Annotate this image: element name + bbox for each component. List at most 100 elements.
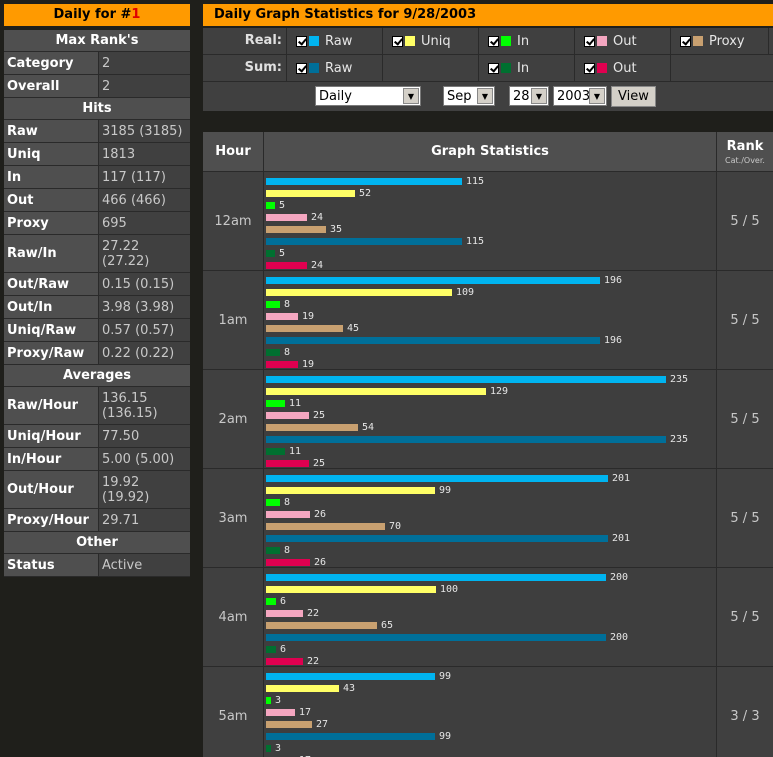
stat-value-line: 3.98 (3.98) bbox=[102, 299, 175, 315]
rank-header-label: Rank bbox=[726, 138, 764, 154]
color-swatch bbox=[501, 63, 511, 73]
bar-value-label: 25 bbox=[313, 409, 326, 421]
hour-bars: 115 52 5 24 35 115 5 24 bbox=[264, 172, 717, 271]
bar-value-label: 196 bbox=[604, 274, 623, 286]
bar-group: 115 52 5 24 35 115 5 24 bbox=[266, 175, 484, 271]
hour-label: 12am bbox=[203, 172, 264, 270]
bar-group: 201 99 8 26 70 201 8 26 bbox=[266, 472, 630, 568]
bar-value-label: 35 bbox=[330, 223, 343, 235]
real-filter-in[interactable]: In bbox=[479, 28, 575, 54]
sum-filter-empty bbox=[383, 55, 479, 81]
bar-value-label: 27 bbox=[316, 718, 329, 730]
real-filter-proxy[interactable]: Proxy bbox=[671, 28, 769, 54]
checkbox-checked-icon[interactable] bbox=[680, 35, 691, 47]
hour-bars: 201 99 8 26 70 201 8 26 bbox=[264, 469, 717, 568]
stat-row: Proxy/Raw 0.22 (0.22) bbox=[4, 342, 190, 365]
stat-row: Out/Hour 19.92 (19.92) bbox=[4, 471, 190, 509]
hour-label: 2am bbox=[203, 370, 264, 468]
filter-label: Uniq bbox=[421, 33, 451, 49]
stat-value-line: 29.71 bbox=[102, 512, 140, 528]
bar-line: 235 bbox=[266, 373, 688, 385]
real-filter-row: Real: Raw Uniq In Out Proxy bbox=[203, 28, 773, 55]
stat-label: Proxy bbox=[4, 212, 99, 234]
stat-label: Overall bbox=[4, 75, 99, 97]
filter-label: Raw bbox=[325, 33, 353, 49]
stat-row: Raw/In 27.22 (27.22) bbox=[4, 235, 190, 273]
checkbox-checked-icon[interactable] bbox=[296, 62, 307, 74]
real-filter-out[interactable]: Out bbox=[575, 28, 671, 54]
chevron-down-icon: ▼ bbox=[403, 88, 419, 104]
bar-line: 201 bbox=[266, 532, 630, 544]
bar-proxy bbox=[266, 522, 385, 530]
stat-label: Out bbox=[4, 189, 99, 211]
color-swatch bbox=[309, 63, 319, 73]
stat-row: In/Hour 5.00 (5.00) bbox=[4, 448, 190, 471]
bar-value-label: 99 bbox=[439, 670, 452, 682]
filter-label: Out bbox=[613, 33, 637, 49]
stat-label: Raw bbox=[4, 120, 99, 142]
month-select[interactable]: Sep ▼ bbox=[443, 86, 495, 106]
filter-label: In bbox=[517, 60, 530, 76]
sum-filter-out[interactable]: Out bbox=[575, 55, 671, 81]
bar-value-label: 8 bbox=[284, 298, 291, 310]
summary-title-text: Daily for # bbox=[53, 7, 132, 22]
filter-empty bbox=[671, 55, 767, 81]
bar-sum-in bbox=[266, 744, 271, 752]
bar-sum-in bbox=[266, 645, 276, 653]
real-label: Real: bbox=[203, 28, 287, 54]
stat-value-line: 0.22 (0.22) bbox=[102, 345, 175, 361]
real-filter-uniq[interactable]: Uniq bbox=[383, 28, 479, 54]
period-select[interactable]: Daily ▼ bbox=[315, 86, 421, 106]
bar-line: 11 bbox=[266, 445, 688, 457]
bar-proxy bbox=[266, 225, 326, 233]
bar-value-label: 26 bbox=[314, 508, 327, 520]
summary-title: Daily for #1 bbox=[4, 4, 190, 26]
stat-value: 136.15 (136.15) bbox=[99, 387, 190, 424]
hour-row: 12am 115 52 5 24 35 115 5 24 5 / 5 bbox=[203, 172, 773, 271]
sum-filter-raw[interactable]: Raw bbox=[287, 55, 383, 81]
rank-value: 3 / 3 bbox=[717, 667, 773, 757]
checkbox-checked-icon[interactable] bbox=[584, 35, 595, 47]
bar-out bbox=[266, 609, 303, 617]
bar-uniq bbox=[266, 288, 452, 296]
bar-line: 6 bbox=[266, 643, 628, 655]
graph-table-header: Hour Graph Statistics Rank Cat./Over. bbox=[203, 132, 773, 172]
hour-row: 2am 235 129 11 25 54 235 11 25 5 / 5 bbox=[203, 370, 773, 469]
bar-line: 99 bbox=[266, 670, 451, 682]
year-select[interactable]: 2003 ▼ bbox=[553, 86, 607, 106]
hour-label: 5am bbox=[203, 667, 264, 757]
graph-controls: Real: Raw Uniq In Out Proxy Sum: Raw In Out Da… bbox=[203, 28, 773, 111]
real-filter-raw[interactable]: Raw bbox=[287, 28, 383, 54]
bar-proxy bbox=[266, 621, 377, 629]
hour-bars: 200 100 6 22 65 200 6 22 bbox=[264, 568, 717, 667]
bar-line: 5 bbox=[266, 199, 484, 211]
bar-value-label: 24 bbox=[311, 211, 324, 223]
stat-row: Proxy/Hour 29.71 bbox=[4, 509, 190, 532]
checkbox-checked-icon[interactable] bbox=[488, 35, 499, 47]
bar-sum-out bbox=[266, 459, 309, 467]
stat-value: 0.22 (0.22) bbox=[99, 342, 190, 364]
bar-sum-out bbox=[266, 558, 310, 566]
bar-sum-raw bbox=[266, 435, 666, 443]
chevron-down-icon: ▼ bbox=[589, 88, 605, 104]
filter-label: Out bbox=[613, 60, 637, 76]
view-button[interactable]: View bbox=[611, 85, 656, 107]
stat-value-line: 0.15 (0.15) bbox=[102, 276, 175, 292]
checkbox-checked-icon[interactable] bbox=[488, 62, 499, 74]
sum-filter-in[interactable]: In bbox=[479, 55, 575, 81]
day-select[interactable]: 28 ▼ bbox=[509, 86, 549, 106]
hour-column-header: Hour bbox=[203, 132, 264, 171]
checkbox-checked-icon[interactable] bbox=[584, 62, 595, 74]
bar-value-label: 99 bbox=[439, 730, 452, 742]
color-swatch bbox=[597, 63, 607, 73]
checkbox-checked-icon[interactable] bbox=[296, 35, 307, 47]
stat-label: Out/Raw bbox=[4, 273, 99, 295]
bar-line: 3 bbox=[266, 694, 451, 706]
stat-label: Raw/In bbox=[4, 235, 99, 272]
stat-label: Uniq bbox=[4, 143, 99, 165]
section-heading: Max Rank's bbox=[4, 30, 190, 52]
rank-value: 5 / 5 bbox=[717, 370, 773, 468]
checkbox-checked-icon[interactable] bbox=[392, 35, 403, 47]
bar-out bbox=[266, 312, 298, 320]
bar-value-label: 65 bbox=[381, 619, 394, 631]
